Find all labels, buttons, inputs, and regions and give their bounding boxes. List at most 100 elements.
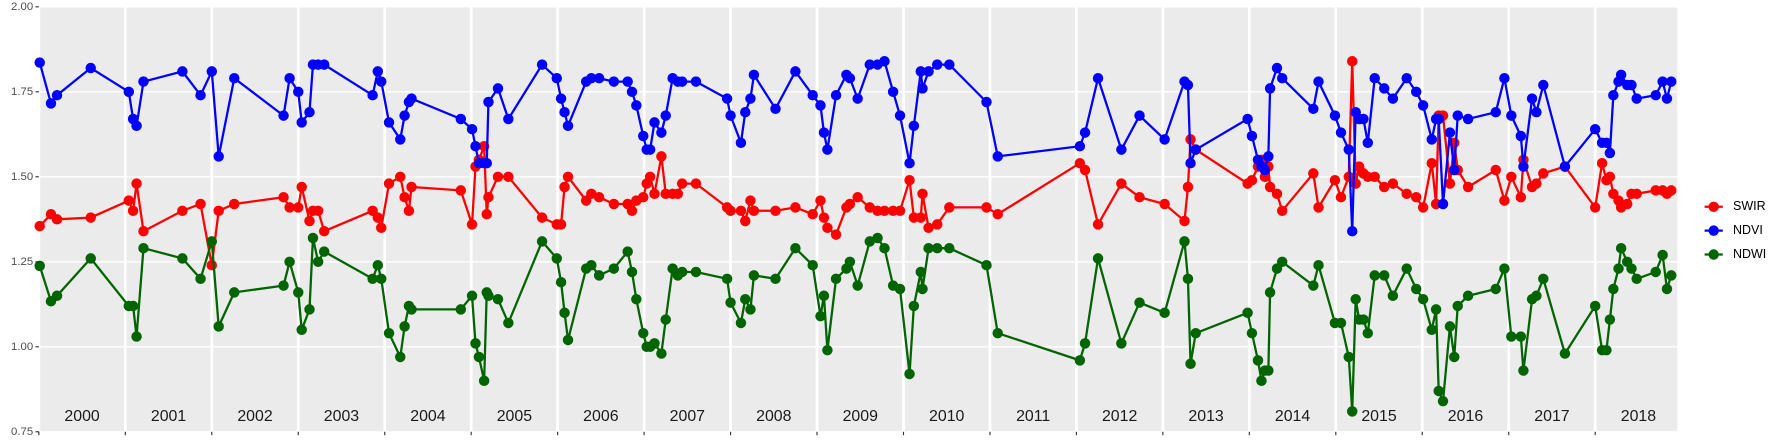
point (1444, 321, 1456, 332)
point (383, 178, 395, 189)
point (1657, 249, 1668, 261)
point (908, 120, 920, 132)
point (735, 317, 747, 329)
point (818, 212, 830, 223)
point (51, 290, 63, 302)
point (1252, 355, 1264, 366)
legend-label: NDVI (1733, 223, 1763, 237)
point (406, 304, 417, 315)
point (1650, 89, 1661, 101)
point (915, 212, 927, 223)
point (1264, 181, 1276, 193)
point (455, 304, 467, 315)
point (399, 110, 410, 121)
point (206, 66, 218, 77)
point (770, 103, 781, 115)
point (177, 253, 188, 264)
point (622, 76, 633, 87)
point (1462, 113, 1474, 125)
point (690, 266, 702, 278)
point (830, 229, 842, 240)
point (293, 202, 304, 213)
year-label: 2013 (1188, 408, 1224, 425)
point (1350, 293, 1361, 305)
point (894, 283, 906, 295)
point (1506, 171, 1517, 183)
point (631, 293, 642, 305)
point (745, 304, 756, 315)
point (1387, 93, 1399, 104)
point (1615, 242, 1627, 254)
year-label: 2009 (843, 408, 879, 425)
point (931, 219, 943, 230)
point (455, 113, 467, 125)
point (1313, 202, 1324, 213)
point (1401, 72, 1412, 84)
point (403, 205, 415, 217)
point (293, 86, 304, 98)
point (1604, 171, 1616, 183)
point (536, 236, 548, 247)
point (690, 178, 702, 189)
point (917, 188, 928, 200)
point (1515, 130, 1527, 142)
point (492, 83, 504, 94)
point (818, 127, 830, 138)
point (852, 191, 863, 203)
point (1499, 195, 1510, 206)
point (1615, 69, 1627, 81)
year-label: 2000 (64, 408, 100, 425)
point (721, 93, 733, 104)
point (483, 96, 494, 108)
point (85, 212, 96, 223)
point (318, 246, 330, 257)
point (1387, 290, 1399, 302)
year-label: 2004 (410, 408, 446, 425)
point (307, 232, 319, 244)
point (213, 205, 224, 217)
point (284, 256, 295, 268)
point (790, 202, 801, 213)
point (1608, 89, 1619, 101)
point (790, 242, 801, 254)
point (1626, 263, 1637, 274)
point (470, 338, 481, 349)
point (1074, 140, 1086, 152)
point (455, 185, 467, 196)
point (1626, 79, 1637, 91)
point (1515, 331, 1527, 342)
point (195, 273, 206, 285)
point (1362, 137, 1374, 149)
point (770, 273, 781, 285)
year-label: 2007 (670, 408, 706, 425)
point (51, 214, 63, 225)
y-tick-label: 1.25 (11, 256, 33, 268)
point (1347, 55, 1358, 67)
panel (38, 6, 1678, 432)
point (555, 219, 567, 230)
point (1449, 164, 1460, 176)
point (917, 283, 928, 295)
point (815, 100, 826, 111)
point (1182, 273, 1194, 285)
point (1437, 198, 1449, 210)
point (735, 137, 747, 149)
point (1329, 110, 1341, 121)
point (822, 344, 833, 356)
point (551, 72, 562, 84)
point (894, 110, 906, 121)
point (748, 270, 760, 281)
point (745, 93, 756, 104)
point (879, 242, 890, 254)
point (1313, 76, 1324, 87)
point (85, 253, 96, 264)
point (395, 134, 406, 145)
point (367, 273, 378, 285)
point (864, 202, 875, 213)
point (1531, 178, 1542, 189)
point (123, 195, 135, 206)
point (1092, 72, 1104, 84)
year-label: 2014 (1275, 408, 1311, 425)
point (1335, 191, 1347, 203)
legend-label: SWIR (1733, 199, 1766, 213)
